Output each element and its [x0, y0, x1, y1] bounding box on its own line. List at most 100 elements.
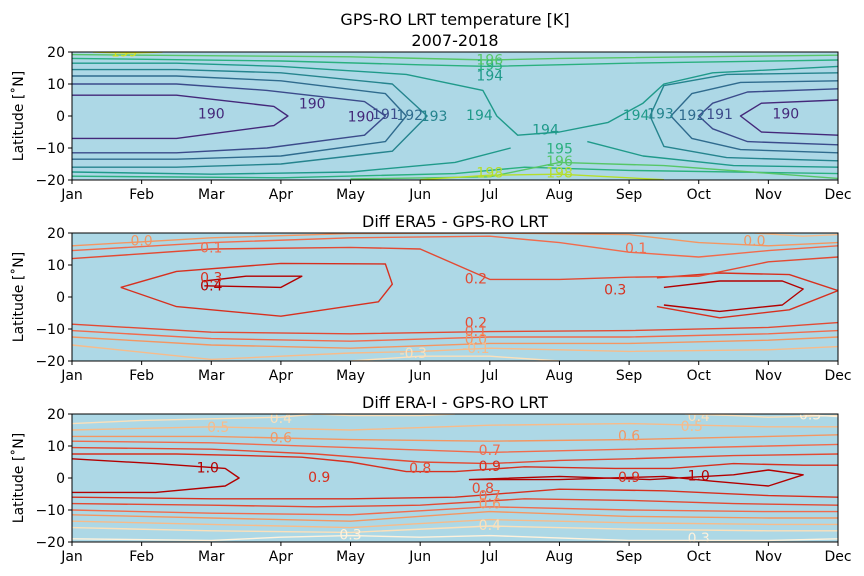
contour-line-190 — [72, 94, 289, 140]
contour-line-0_2 — [72, 246, 838, 281]
contour-line-192 — [72, 75, 407, 160]
x-tick-label: Aug — [546, 549, 573, 565]
y-axis-label: Latitude [˚N] — [10, 71, 27, 161]
x-tick-label: Apr — [269, 187, 293, 203]
contour-label: 1.0 — [688, 468, 710, 484]
panels: 1901901901901901911911921921931931941941… — [10, 10, 852, 565]
contour-line-191 — [72, 83, 387, 154]
contour-label: 194 — [623, 108, 650, 124]
contour-label: 0.7 — [479, 443, 501, 459]
contour-label: 191 — [372, 107, 399, 123]
contour-line-0_8 — [72, 498, 838, 508]
y-tick-label: −10 — [35, 503, 65, 519]
contour-line-195 — [72, 166, 838, 179]
contour-label: 195 — [476, 58, 503, 74]
contour-label: 0.1 — [625, 241, 647, 257]
contour-label: 0.0 — [465, 332, 487, 348]
contour-line-1 — [468, 469, 804, 487]
contour-line-0_3 — [656, 272, 838, 319]
contour-label: 198 — [476, 166, 503, 182]
y-tick-label: 20 — [47, 226, 65, 242]
x-tick-label: Sep — [616, 368, 643, 384]
panel-3: 1.0 1.00.90.90.90.80.80.70.70.6 0.60.60.5 0… — [10, 393, 852, 565]
x-tick-label: Jun — [408, 187, 431, 203]
contour-label: 0.9 — [618, 470, 640, 486]
y-tick-label: −20 — [35, 535, 65, 551]
panel-1: 1901901901901901911911921921931931941941… — [10, 10, 852, 203]
x-tick-label: Mar — [198, 187, 225, 203]
contour-label: 0.5 — [207, 420, 229, 436]
x-tick-label: May — [336, 368, 365, 384]
contour-line-0_6 — [72, 434, 838, 442]
contour-line-0_6 — [72, 510, 838, 522]
x-tick-label: Dec — [824, 549, 851, 565]
contour-line-0_1 — [72, 329, 838, 342]
x-tick-label: Aug — [546, 368, 573, 384]
contour-label: 191 — [706, 107, 733, 123]
contour-line-0_4 — [204, 275, 303, 289]
x-tick-label: Nov — [755, 187, 782, 203]
contour-label: 195 — [546, 142, 573, 158]
contour-line-194 — [72, 62, 838, 136]
contour-line-0_1 — [72, 235, 838, 258]
y-tick-label: −10 — [35, 141, 65, 157]
x-tick-label: Jun — [408, 549, 431, 565]
contour-lines — [72, 233, 838, 361]
contour-line-0_4 — [663, 280, 804, 313]
contour-lines — [72, 414, 838, 542]
contour-label: 0.3 — [339, 528, 361, 544]
x-tick-label: Feb — [129, 368, 154, 384]
contour-label: 190 — [299, 97, 326, 113]
contour-line-191 — [698, 88, 838, 146]
y-tick-label: −20 — [35, 354, 65, 370]
x-tick-label: Nov — [755, 368, 782, 384]
contour-line-0_3 — [803, 414, 838, 418]
contour-line-m0_3 — [350, 355, 560, 361]
y-tick-label: 0 — [56, 290, 65, 306]
x-tick-label: Oct — [687, 368, 712, 384]
contour-line-0_4 — [72, 525, 838, 534]
contour-label: 1.0 — [197, 460, 219, 476]
x-tick-label: Jun — [408, 368, 431, 384]
contour-label: 192 — [396, 108, 423, 124]
contour-label: 0.6 — [270, 431, 292, 447]
contour-label: 0.6 — [618, 428, 640, 444]
x-tick-label: Oct — [687, 187, 712, 203]
x-tick-label: Mar — [198, 368, 225, 384]
contour-label: 0.1 — [200, 240, 222, 256]
x-tick-label: Jul — [480, 187, 498, 203]
y-tick-label: 10 — [47, 439, 65, 455]
contour-label: 0.8 — [472, 481, 494, 497]
contour-label: 194 — [532, 122, 559, 138]
contour-line-0_9 — [72, 453, 838, 473]
plot-area — [72, 233, 838, 361]
contour-label: 0.3 — [604, 283, 626, 299]
contour-line-0 — [72, 233, 838, 247]
contour-label: 193 — [421, 109, 448, 125]
contour-line-194 — [587, 140, 838, 168]
contour-label: -0.3 — [400, 346, 427, 362]
contour-line-m0_1 — [72, 344, 838, 361]
x-tick-label: Jul — [480, 368, 498, 384]
contour-label: 196 — [476, 53, 503, 69]
panel-2: 0.40.30.30.20.20.1 0.10.10.0 0.00.0-0.1-0.… — [10, 212, 852, 384]
x-tick-label: May — [336, 549, 365, 565]
x-tick-label: Aug — [546, 187, 573, 203]
contour-line-0_5 — [72, 518, 838, 529]
x-tick-label: Sep — [616, 187, 643, 203]
contour-label: 0.0 — [130, 234, 152, 250]
contour-line-192 — [670, 80, 838, 154]
y-tick-label: 10 — [47, 258, 65, 274]
y-tick-label: 10 — [47, 77, 65, 93]
contour-line-m0_1 — [754, 233, 838, 237]
contour-label: 0.4 — [688, 409, 710, 425]
contour-label: 0.1 — [465, 324, 487, 340]
contour-line-0_9 — [72, 488, 838, 500]
contour-line-196 — [72, 53, 838, 61]
x-tick-label: Oct — [687, 549, 712, 565]
contour-label: 0.9 — [479, 459, 501, 475]
contour-label: 194 — [476, 69, 503, 85]
x-tick-label: Jul — [480, 549, 498, 565]
contour-line-0_4 — [72, 414, 456, 425]
contour-line-0_2 — [72, 321, 838, 335]
